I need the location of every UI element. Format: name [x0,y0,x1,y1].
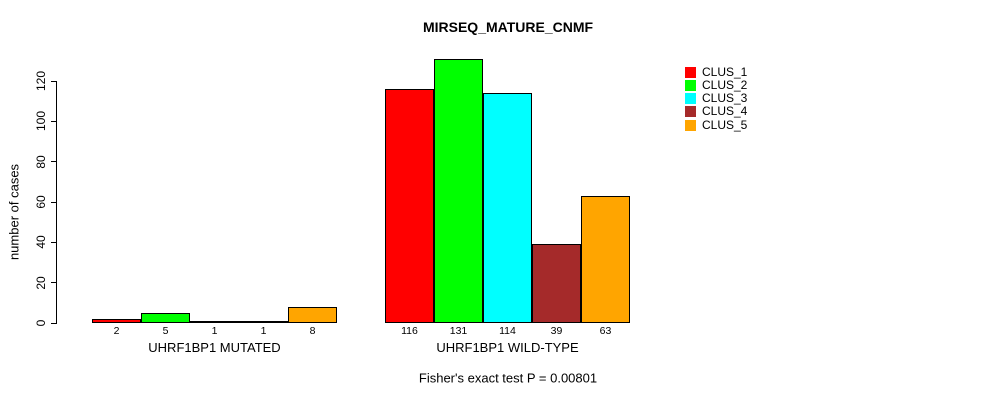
y-tick [51,282,57,284]
bar-clus-2-group2 [434,58,483,323]
bar-value-label: 116 [401,325,418,337]
y-tick [51,241,57,243]
x-group-label: UHRF1BP1 MUTATED [148,340,281,355]
bar-clus-3-group2 [483,93,532,323]
legend-swatch-clus-1 [685,66,696,78]
bar-value-label: 131 [449,325,468,337]
legend-label-clus-3: CLUS_3 [702,91,748,106]
chart-title: MIRSEQ_MATURE_CNMF [422,19,594,35]
legend-swatch-clus-2 [685,79,696,91]
y-tick [51,322,57,324]
legend-swatch-clus-3 [685,93,696,105]
fisher-test-annotation: Fisher's exact test P = 0.00801 [418,370,598,386]
legend-label-clus-1: CLUS_1 [702,64,748,79]
legend-label-clus-5: CLUS_5 [702,117,748,132]
y-tick [51,161,57,163]
bar-clus-4-group1 [239,320,288,323]
bar-value-label: 39 [550,325,563,337]
bar-clus-5-group2 [581,195,630,323]
bar-clus-4-group2 [532,244,581,323]
y-tick [51,120,57,122]
legend-swatch-clus-4 [685,106,696,118]
y-tick [51,80,57,82]
bar-value-label: 5 [162,325,169,337]
bar-clus-3-group1 [190,320,239,323]
y-tick [51,201,57,203]
bar-value-label: 1 [211,325,218,337]
legend-swatch-clus-5 [685,119,696,131]
x-group-label: UHRF1BP1 WILD-TYPE [436,340,579,355]
bar-value-label: 8 [309,325,316,337]
bar-value-label: 1 [260,325,267,337]
legend-label-clus-4: CLUS_4 [702,104,748,119]
bar-clus-2-group1 [141,312,190,323]
bar-value-label: 114 [499,325,516,337]
bar-clus-1-group1 [92,318,141,323]
bar-value-label: 63 [599,325,612,337]
bar-value-label: 2 [113,325,120,337]
legend-label-clus-2: CLUS_2 [702,77,748,92]
bar-clus-5-group1 [288,306,337,323]
bar-clus-1-group2 [385,89,434,323]
